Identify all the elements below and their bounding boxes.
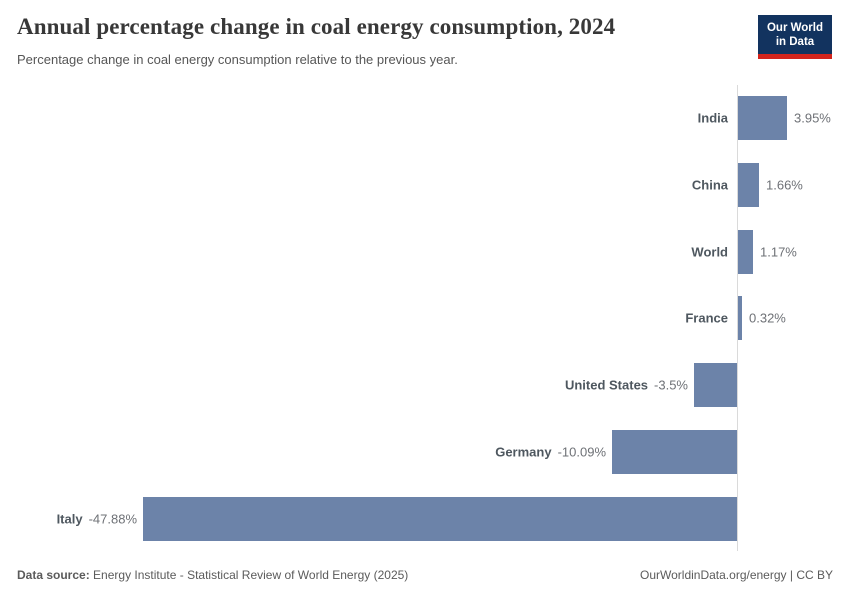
owid-energy-link[interactable]: OurWorldinData.org/energy [640, 568, 787, 582]
bar-united-states[interactable] [694, 363, 737, 407]
row-label: World [691, 245, 728, 260]
entity-label: Germany [495, 444, 552, 460]
license-badge: CC BY [796, 568, 833, 582]
bar-china[interactable] [738, 163, 759, 207]
row-label: China [692, 178, 728, 193]
row-label: United States -3.5% [565, 378, 688, 393]
owid-logo: Our World in Data [758, 15, 832, 59]
value-label: 3.95% [794, 110, 831, 126]
entity-label: China [691, 177, 728, 193]
entity-label: France [685, 310, 728, 326]
chart-title: Annual percentage change in coal energy … [17, 14, 616, 39]
row-label: Germany -10.09% [495, 445, 606, 460]
value-label: -10.09% [557, 444, 606, 460]
bar-india[interactable] [738, 96, 787, 140]
chart-subtitle: Percentage change in coal energy consump… [17, 52, 458, 67]
bar-world[interactable] [738, 230, 753, 274]
owid-logo-line1: Our World [766, 22, 823, 34]
owid-logo-line2: in Data [775, 36, 815, 48]
bar-france[interactable] [738, 296, 742, 340]
bar-germany[interactable] [612, 430, 737, 474]
row-label: France [685, 311, 728, 326]
entity-label: World [691, 244, 728, 260]
chart-footer: Data source: Energy Institute - Statisti… [17, 568, 833, 582]
row-value: 1.66% [766, 178, 803, 193]
value-label: -3.5% [654, 377, 688, 393]
data-source-label: Data source: [17, 568, 90, 582]
row-value: 3.95% [794, 111, 831, 126]
data-source-text: Energy Institute - Statistical Review of… [93, 568, 409, 582]
data-source-note: Data source: Energy Institute - Statisti… [17, 568, 408, 582]
value-label: 1.17% [760, 244, 797, 260]
entity-label: Italy [56, 511, 83, 527]
value-label: -47.88% [88, 511, 137, 527]
entity-label: United States [564, 377, 649, 393]
bar-italy[interactable] [143, 497, 737, 541]
footer-separator: | [786, 568, 797, 582]
value-label: 1.66% [766, 177, 803, 193]
zero-axis-line [737, 85, 738, 551]
row-label: Italy -47.88% [57, 512, 137, 527]
row-label: India [698, 111, 728, 126]
footer-attribution: OurWorldinData.org/energy | CC BY [640, 568, 833, 582]
value-label: 0.32% [749, 310, 786, 326]
row-value: 0.32% [749, 311, 786, 326]
entity-label: India [697, 110, 728, 126]
row-value: 1.17% [760, 245, 797, 260]
